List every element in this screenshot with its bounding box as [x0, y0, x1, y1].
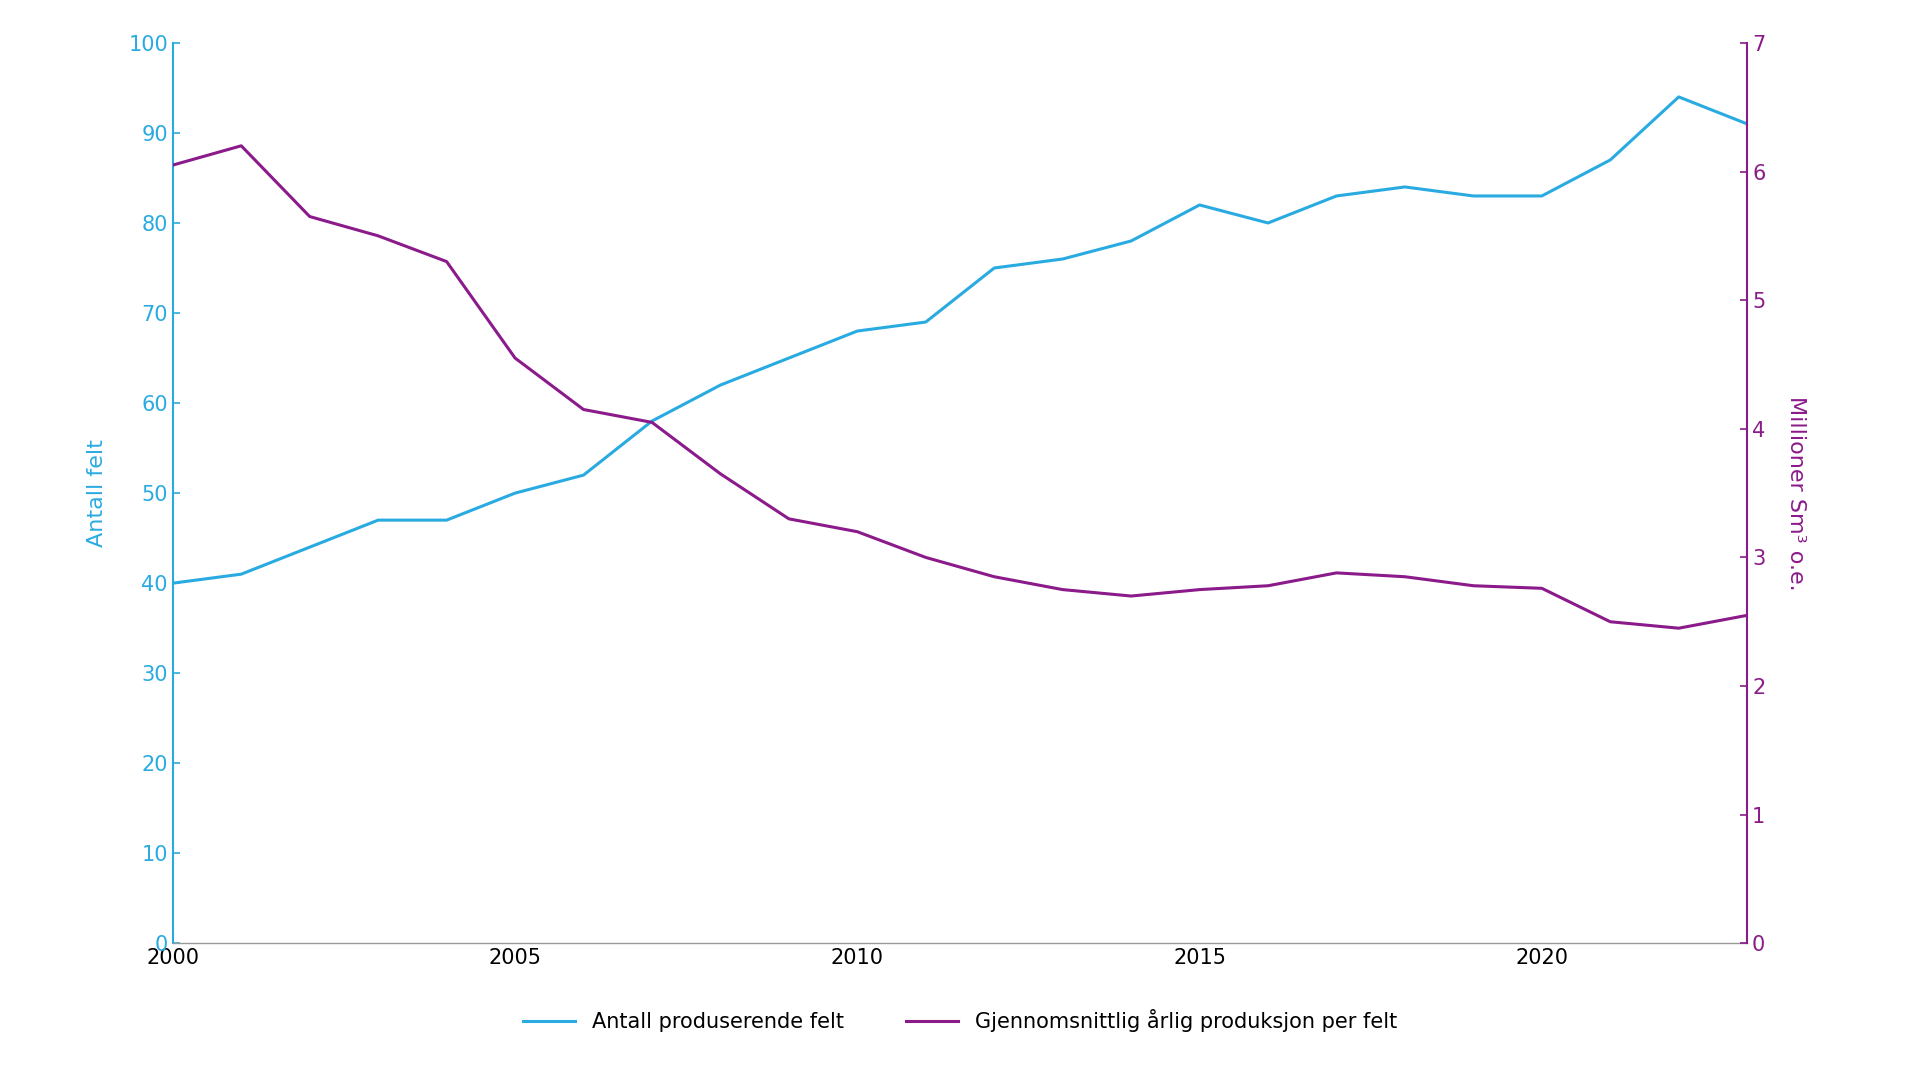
Gjennomsnittlig årlig produksjon per felt — [1530, 582, 1553, 595]
Antall produserende felt — [1256, 217, 1279, 229]
Gjennomsnittlig årlig produksjon per felt — [230, 139, 253, 152]
Gjennomsnittlig årlig produksjon per felt — [847, 525, 870, 538]
Gjennomsnittlig årlig produksjon per felt — [436, 255, 459, 268]
Gjennomsnittlig årlig produksjon per felt — [1188, 583, 1212, 596]
Y-axis label: Millioner Sm³ o.e.: Millioner Sm³ o.e. — [1786, 396, 1807, 591]
Antall produserende felt — [1119, 235, 1142, 248]
Gjennomsnittlig årlig produksjon per felt — [367, 229, 390, 242]
Gjennomsnittlig årlig produksjon per felt — [161, 159, 184, 172]
Antall produserende felt — [367, 513, 390, 526]
Antall produserende felt — [847, 325, 870, 338]
Antall produserende felt — [436, 513, 459, 526]
Gjennomsnittlig årlig produksjon per felt — [1050, 583, 1073, 596]
Antall produserende felt — [503, 487, 526, 500]
Antall produserende felt — [983, 262, 1006, 274]
Antall produserende felt — [1325, 190, 1348, 203]
Gjennomsnittlig årlig produksjon per felt — [1394, 570, 1417, 583]
Gjennomsnittlig årlig produksjon per felt — [914, 551, 937, 564]
Antall produserende felt — [1599, 153, 1622, 166]
Antall produserende felt — [708, 378, 732, 391]
Antall produserende felt — [1736, 118, 1759, 131]
Line: Gjennomsnittlig årlig produksjon per felt: Gjennomsnittlig årlig produksjon per fel… — [173, 146, 1747, 628]
Antall produserende felt — [1530, 190, 1553, 203]
Gjennomsnittlig årlig produksjon per felt — [1599, 615, 1622, 628]
Gjennomsnittlig årlig produksjon per felt — [572, 403, 595, 416]
Line: Antall produserende felt: Antall produserende felt — [173, 96, 1747, 583]
Antall produserende felt — [1188, 198, 1212, 211]
Legend: Antall produserende felt, Gjennomsnittlig årlig produksjon per felt: Antall produserende felt, Gjennomsnittli… — [515, 1000, 1405, 1040]
Antall produserende felt — [161, 577, 184, 590]
Gjennomsnittlig årlig produksjon per felt — [1736, 609, 1759, 622]
Antall produserende felt — [778, 352, 801, 364]
Gjennomsnittlig årlig produksjon per felt — [983, 570, 1006, 583]
Y-axis label: Antall felt: Antall felt — [86, 440, 108, 547]
Gjennomsnittlig årlig produksjon per felt — [708, 467, 732, 480]
Antall produserende felt — [1050, 253, 1073, 266]
Gjennomsnittlig årlig produksjon per felt — [1667, 622, 1690, 635]
Antall produserende felt — [572, 468, 595, 481]
Antall produserende felt — [1461, 190, 1484, 203]
Gjennomsnittlig årlig produksjon per felt — [298, 210, 321, 223]
Gjennomsnittlig årlig produksjon per felt — [1325, 566, 1348, 579]
Antall produserende felt — [914, 315, 937, 328]
Antall produserende felt — [1667, 90, 1690, 103]
Gjennomsnittlig årlig produksjon per felt — [1461, 579, 1484, 592]
Antall produserende felt — [1394, 180, 1417, 193]
Gjennomsnittlig årlig produksjon per felt — [641, 416, 664, 429]
Antall produserende felt — [298, 540, 321, 553]
Gjennomsnittlig årlig produksjon per felt — [503, 352, 526, 364]
Gjennomsnittlig årlig produksjon per felt — [1256, 579, 1279, 592]
Antall produserende felt — [230, 568, 253, 581]
Gjennomsnittlig årlig produksjon per felt — [1119, 590, 1142, 602]
Antall produserende felt — [641, 415, 664, 428]
Gjennomsnittlig årlig produksjon per felt — [778, 512, 801, 525]
